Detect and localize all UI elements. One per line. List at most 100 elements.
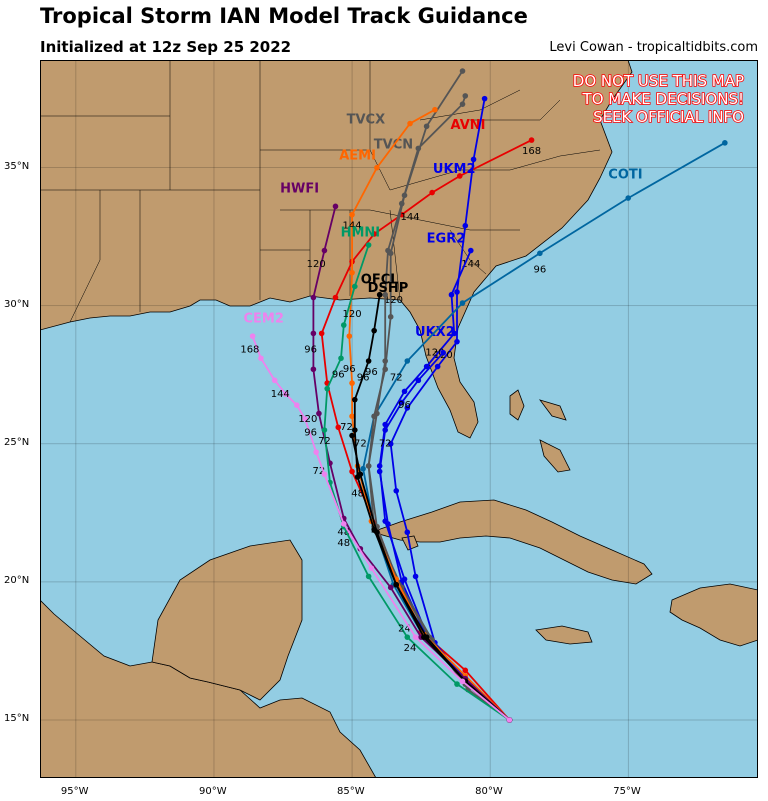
track-point [385,247,391,254]
track-point [398,200,405,207]
track-point [454,289,460,295]
lat-tick-label: 25°N [4,436,30,448]
bahamas-south [539,439,571,473]
forecast-hour-label: 96 [398,400,411,411]
cuba [370,499,653,585]
track-point [349,269,355,276]
track-point [415,145,422,152]
forecast-hour-label: 168 [522,146,541,157]
track-point [365,573,372,580]
forecast-hour-label: 96 [365,367,378,378]
forecast-hour-label: 144 [343,220,362,231]
track-point [393,488,400,494]
track-name-label: COTI [608,168,642,183]
forecast-hour-label: 72 [340,422,353,433]
track-point [432,106,438,113]
track-point [352,283,358,290]
forecast-hour-label: 48 [337,527,350,538]
land-masses [40,60,758,778]
forecast-hour-label: 144 [461,259,480,270]
track-line [323,244,511,721]
forecast-hour-label: 72 [313,466,326,477]
track-point [387,314,394,320]
track-name-label: AVNI [451,118,486,133]
track-point [434,363,441,370]
forecast-hour-label: 168 [240,345,259,356]
forecast-hour-label: 96 [533,265,546,276]
warning-line-3: SEEK OFFICIAL INFO [593,108,744,126]
warning-box: DO NOT USE THIS MAP TO MAKE DECISIONS! S… [572,71,745,127]
track-point [374,164,380,171]
lat-tick-label: 20°N [4,574,30,586]
lon-tick-label: 95°W [60,786,89,797]
map-title: Tropical Storm IAN Model Track Guidance [40,4,528,28]
track-point [404,405,411,411]
track-point [349,413,355,420]
track-point [332,294,339,301]
track-name-label: AEMI [339,148,376,163]
track-point [462,222,469,229]
forecast-hour-label: 72 [390,372,403,383]
forecast-hour-label: 48 [337,538,350,549]
forecast-hour-label: 72 [318,436,331,447]
track-point [371,327,377,334]
jamaica [535,625,593,645]
track-point [456,173,463,179]
track-point [249,333,256,339]
warning-line-1: DO NOT USE THIS MAP [573,72,744,90]
track-point [722,140,728,146]
lon-tick-label: 75°W [613,786,641,797]
init-time: Initialized at 12z Sep 25 2022 [40,38,292,56]
track-point [459,101,466,107]
track-point [365,463,372,469]
forecast-hour-label: 96 [304,345,317,356]
track-point [470,156,477,163]
lat-tick-label: 35°N [4,160,30,172]
track-point [468,247,474,254]
track-name-label: HMNI [341,226,381,241]
track-point [321,247,328,254]
track-point [302,416,308,422]
track-point [382,358,388,364]
forecast-hour-label: 120 [434,350,453,361]
track-point [423,363,430,370]
track-point [340,521,347,527]
track-point [324,385,331,392]
forecast-hour-label: 120 [384,295,403,306]
track-point [421,634,427,640]
forecast-hour-label: 120 [343,309,362,320]
lat-tick-label: 15°N [4,713,30,724]
track-point [481,95,488,102]
forecast-hour-label: 96 [343,364,356,375]
track-point [338,355,344,362]
track-point [294,402,300,408]
track-point [459,678,466,685]
forecast-hour-label: 48 [351,488,364,499]
track-cem2: 168 144 120 96 CEM2 [240,311,513,723]
track-name-label: UKM2 [433,162,476,177]
track-point [321,471,328,478]
forecast-hour-label: 120 [425,347,444,358]
track-point [385,521,391,527]
credit: Levi Cowan - tropicaltidbits.com [549,40,758,55]
track-point [401,388,408,395]
track-point [310,366,317,373]
track-point [423,123,430,130]
track-point [349,211,355,218]
track-point [451,330,458,337]
forecast-hour-label: 144 [271,389,290,400]
forecast-hour-label: 96 [357,372,370,383]
track-point [448,291,455,298]
track-point [415,377,422,384]
track-point [382,421,388,428]
track-point [335,424,342,431]
track-point [321,427,328,433]
track-point [625,195,632,201]
track-point [368,565,375,571]
forecast-hour-label: 72 [354,439,367,450]
track-point [404,529,411,536]
track-point [462,93,469,99]
track-point [365,242,372,248]
track-point [412,573,419,580]
track-point [313,449,319,455]
